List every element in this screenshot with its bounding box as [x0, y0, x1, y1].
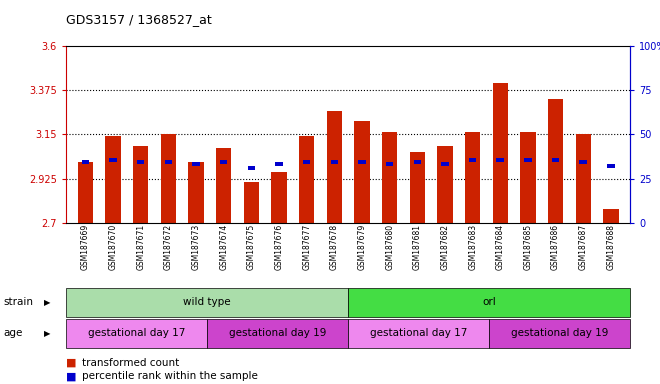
Bar	[109, 158, 117, 162]
Bar	[607, 164, 614, 167]
Bar	[137, 160, 145, 164]
Bar	[438, 146, 453, 223]
Bar	[576, 134, 591, 223]
Bar	[603, 209, 618, 223]
Text: ▶: ▶	[44, 298, 51, 307]
Bar	[216, 148, 231, 223]
Bar	[275, 162, 282, 166]
Bar	[220, 160, 228, 164]
Bar	[492, 83, 508, 223]
Bar	[358, 160, 366, 164]
Text: gestational day 19: gestational day 19	[229, 328, 326, 338]
Bar	[524, 158, 532, 162]
Text: ■: ■	[66, 358, 77, 368]
Bar	[271, 172, 286, 223]
Bar	[192, 162, 200, 166]
Bar	[520, 132, 535, 223]
Bar	[382, 132, 397, 223]
Text: gestational day 19: gestational day 19	[511, 328, 609, 338]
Text: transformed count: transformed count	[82, 358, 180, 368]
Bar	[164, 160, 172, 164]
Bar	[331, 160, 338, 164]
Text: wild type: wild type	[183, 297, 231, 308]
Text: orl: orl	[482, 297, 496, 308]
Bar	[496, 158, 504, 162]
Bar	[188, 162, 204, 223]
Bar	[78, 162, 93, 223]
Bar	[303, 160, 310, 164]
Bar	[354, 121, 370, 223]
Bar	[579, 160, 587, 164]
Bar	[469, 158, 477, 162]
Bar	[106, 136, 121, 223]
Bar	[248, 166, 255, 169]
Text: gestational day 17: gestational day 17	[370, 328, 467, 338]
Text: GDS3157 / 1368527_at: GDS3157 / 1368527_at	[66, 13, 212, 26]
Text: ▶: ▶	[44, 329, 51, 338]
Bar	[465, 132, 480, 223]
Bar	[161, 134, 176, 223]
Text: strain: strain	[3, 297, 33, 308]
Bar	[552, 158, 560, 162]
Bar	[244, 182, 259, 223]
Text: percentile rank within the sample: percentile rank within the sample	[82, 371, 258, 381]
Bar	[133, 146, 149, 223]
Text: gestational day 17: gestational day 17	[88, 328, 185, 338]
Bar	[414, 160, 421, 164]
Bar	[327, 111, 342, 223]
Text: ■: ■	[66, 371, 77, 381]
Bar	[441, 162, 449, 166]
Bar	[410, 152, 425, 223]
Bar	[299, 136, 314, 223]
Text: age: age	[3, 328, 22, 338]
Bar	[386, 162, 393, 166]
Bar	[82, 160, 89, 164]
Bar	[548, 99, 563, 223]
